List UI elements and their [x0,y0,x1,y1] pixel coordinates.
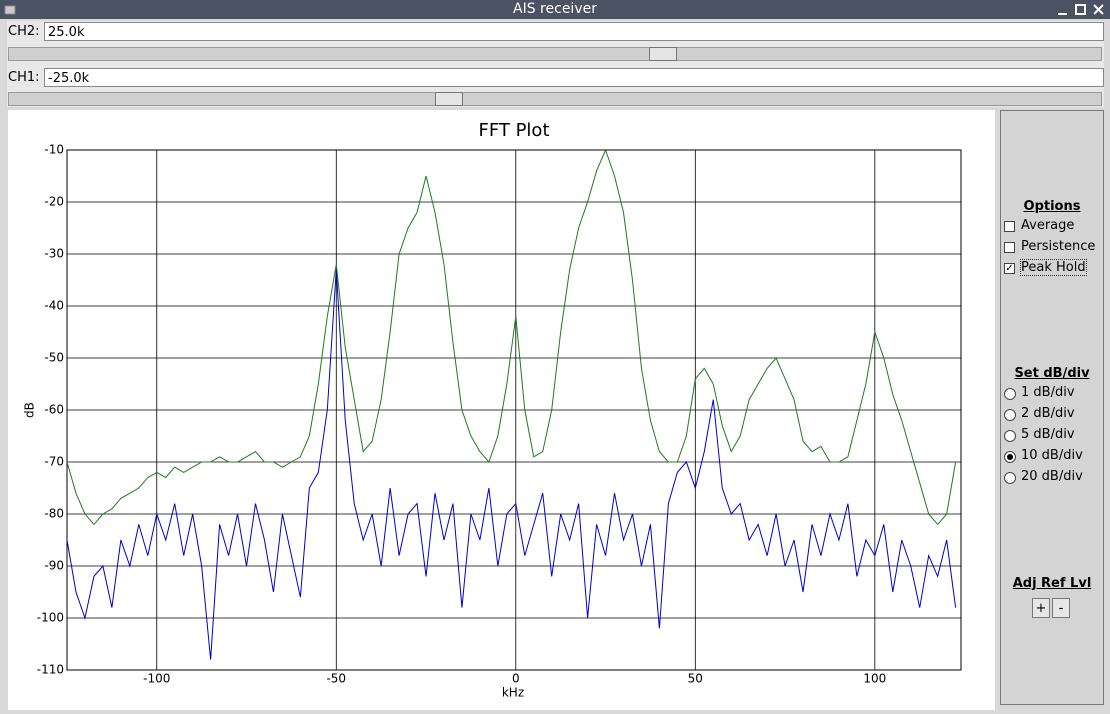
radio-label[interactable]: 20 dB/div [1021,469,1083,484]
checkbox-label[interactable]: Average [1021,218,1075,233]
ref-button[interactable]: - [1052,598,1070,618]
ref-button[interactable]: + [1032,598,1050,618]
y-tick-label: -20 [44,195,64,209]
checkbox-label[interactable]: Persistence [1021,239,1096,254]
x-axis-label: kHz [502,686,524,700]
y-tick-label: -70 [44,455,64,469]
radio-dot [1007,454,1013,460]
ch2-slider[interactable] [8,47,1102,61]
x-tick-label: 100 [863,672,886,686]
ref-level-title: Adj Ref Lvl [1012,576,1092,591]
y-tick-label: -90 [44,559,64,573]
radio-button[interactable] [1004,472,1016,484]
x-tick-label: 0 [512,672,520,686]
y-tick-label: -100 [37,611,64,625]
y-tick-label: -50 [44,351,64,365]
ch1-slider[interactable] [8,92,1102,106]
window-buttons[interactable] [1054,2,1108,17]
radio-label[interactable]: 1 dB/div [1021,385,1075,400]
y-tick-label: -110 [37,663,64,677]
ch2-label: CH2: [8,24,40,39]
ch1-label: CH1: [8,70,40,85]
trace [66,269,957,660]
x-tick-label: -50 [326,672,346,686]
trace [66,148,957,526]
radio-button[interactable] [1004,451,1016,463]
radio-button[interactable] [1004,388,1016,400]
x-tick-label: 50 [688,672,703,686]
radio-label[interactable]: 2 dB/div [1021,406,1075,421]
radio-label[interactable]: 5 dB/div [1021,427,1075,442]
slider-thumb[interactable] [649,47,677,61]
checkbox-label[interactable]: Peak Hold [1020,259,1087,276]
fft-plot: FFT Plot kHz dB -10 -20 -30 -40 -50 -60 -70 -80… [23,120,962,700]
slider-thumb[interactable] [435,92,463,106]
radio-label[interactable]: 10 dB/div [1021,448,1083,463]
options-panel: Options Average Persistence ✓ Peak Hold Set d… [1000,110,1104,705]
y-axis-label: dB [23,402,37,418]
window-icon [4,5,16,15]
checkbox[interactable] [1004,221,1015,232]
y-tick-label: -60 [44,403,64,417]
y-tick-label: -80 [44,507,64,521]
chart-title: FFT Plot [478,120,549,141]
checkbox[interactable]: ✓ [1004,263,1015,274]
y-tick-label: -30 [44,247,64,261]
ch1-input[interactable]: -25.0k [44,68,1104,87]
radio-button[interactable] [1004,430,1016,442]
ch2-input[interactable]: 25.0k [44,22,1104,41]
radio-button[interactable] [1004,409,1016,421]
x-tick-label: -100 [143,672,170,686]
db-div-title: Set dB/div [1014,366,1090,381]
y-tick-label: -40 [44,299,64,313]
y-tick-label: -10 [44,143,64,157]
options-title: Options [1023,199,1081,214]
window-title: AIS receiver [0,0,1110,19]
checkbox[interactable] [1004,242,1015,253]
